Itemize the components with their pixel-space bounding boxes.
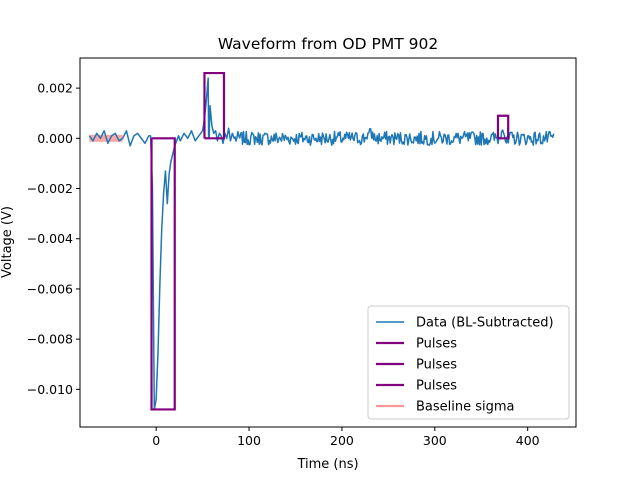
legend-entry-label: Pulses (416, 337, 457, 352)
y-tick-label: 0.000 (37, 131, 73, 146)
chart-title: Waveform from OD PMT 902 (218, 35, 438, 53)
x-axis-ticks: 0 100 200 300 400 (152, 427, 540, 448)
legend-entry-label: Pulses (416, 379, 457, 394)
pulse-box-2 (203, 71, 226, 140)
legend-entry-label: Data (BL-Subtracted) (416, 316, 554, 331)
legend-box (367, 305, 570, 420)
y-tick-label: 0.002 (37, 81, 73, 96)
series-line-data-bl-subtracted (88, 77, 555, 411)
y-axis-ticks: −0.010 −0.008 −0.006 −0.004 −0.002 0.000 0.002 (27, 81, 80, 397)
x-tick-label: 400 (516, 433, 540, 448)
y-tick-label: −0.004 (27, 231, 73, 246)
pulse-box-1 (150, 137, 176, 411)
legend-entry-label: Pulses (416, 358, 457, 373)
plot-area (88, 71, 555, 411)
x-tick-label: 0 (152, 433, 160, 448)
x-tick-label: 100 (237, 433, 261, 448)
pulse-box-3 (496, 114, 510, 140)
y-tick-label: −0.010 (27, 382, 73, 397)
y-tick-label: −0.006 (27, 281, 73, 296)
x-tick-label: 300 (423, 433, 447, 448)
x-axis-label: Time (ns) (296, 457, 358, 472)
y-axis-label: Voltage (V) (0, 206, 15, 278)
y-tick-label: −0.008 (27, 332, 73, 347)
axes-frame (79, 57, 577, 428)
legend-entry-label: Baseline sigma (416, 400, 515, 415)
x-tick-label: 200 (330, 433, 354, 448)
y-tick-label: −0.002 (27, 181, 73, 196)
legend: Data (BL-Subtracted) Pulses Pulses Pulses Ba… (367, 305, 570, 420)
